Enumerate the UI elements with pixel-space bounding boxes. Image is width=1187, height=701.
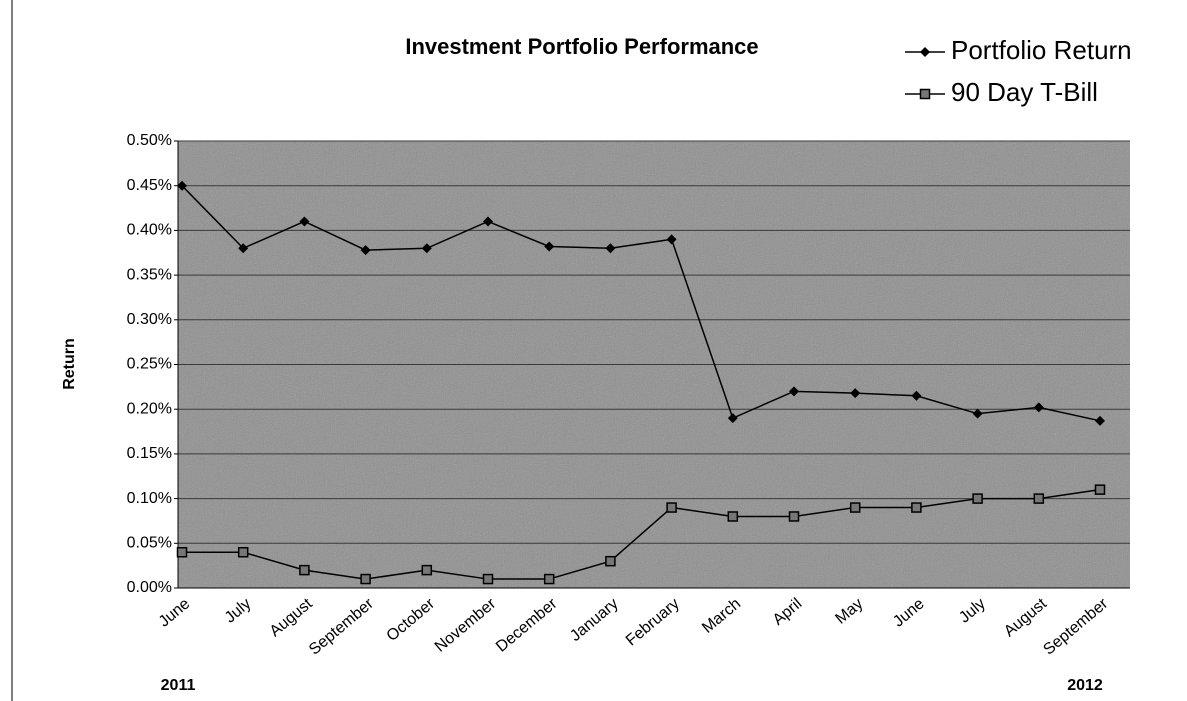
marker xyxy=(919,88,931,100)
marker xyxy=(911,502,922,513)
marker xyxy=(788,511,800,522)
marker xyxy=(727,413,738,424)
x-tick-label: November xyxy=(432,595,500,656)
x-tick-label: December xyxy=(493,595,561,656)
marker xyxy=(727,511,739,522)
marker xyxy=(605,555,616,567)
marker xyxy=(483,216,493,227)
marker xyxy=(177,180,187,191)
x-tick-label: September xyxy=(306,595,377,659)
marker xyxy=(299,564,310,576)
marker xyxy=(176,546,188,558)
x-tick-label: January xyxy=(567,595,622,645)
marker xyxy=(543,573,555,585)
y-tick-label: 0.00% xyxy=(127,579,172,596)
x-tick-label: August xyxy=(267,595,317,640)
y-tick-label: 0.40% xyxy=(127,222,172,239)
y-tick-label: 0.30% xyxy=(127,311,172,328)
year-label: 2012 xyxy=(1067,677,1103,694)
x-tick-label: September xyxy=(1040,595,1111,659)
marker xyxy=(789,386,799,397)
marker xyxy=(1094,484,1106,495)
marker xyxy=(666,234,677,245)
marker xyxy=(299,216,310,227)
x-tick-label: June xyxy=(156,595,194,630)
marker xyxy=(605,243,616,254)
marker xyxy=(1033,402,1044,413)
x-tick-label: March xyxy=(699,595,744,637)
marker xyxy=(972,493,983,504)
x-tick-label: July xyxy=(956,595,989,626)
marker xyxy=(920,47,930,57)
year-label: 2011 xyxy=(161,677,196,694)
marker xyxy=(849,502,861,513)
marker xyxy=(238,243,249,254)
marker xyxy=(421,564,433,576)
marker xyxy=(360,573,371,585)
series-line xyxy=(181,185,1101,422)
y-tick-label: 0.50% xyxy=(127,132,172,149)
marker xyxy=(911,390,922,401)
y-tick-label: 0.35% xyxy=(127,266,172,283)
marker xyxy=(1033,493,1045,504)
marker xyxy=(972,408,983,419)
x-tick-label: July xyxy=(222,595,255,626)
marker xyxy=(1095,415,1105,426)
series-line xyxy=(182,488,1101,580)
marker xyxy=(482,573,494,585)
x-tick-label: February xyxy=(623,595,683,649)
y-tick-label: 0.20% xyxy=(127,400,172,417)
marker xyxy=(850,388,861,399)
marker xyxy=(360,245,371,256)
legend-label: 90 Day T-Bill xyxy=(951,77,1098,107)
chart-title: Investment Portfolio Performance xyxy=(405,34,758,59)
marker xyxy=(544,241,555,252)
marker xyxy=(421,243,432,254)
x-tick-label: April xyxy=(770,595,805,629)
x-tick-label: May xyxy=(832,595,866,627)
marker xyxy=(237,546,249,558)
y-tick-label: 0.10% xyxy=(127,490,172,507)
y-tick-label: 0.15% xyxy=(127,445,172,462)
x-tick-label: October xyxy=(384,595,439,645)
marker xyxy=(666,502,677,513)
x-tick-label: June xyxy=(890,595,928,630)
legend-label: Portfolio Return xyxy=(951,35,1132,65)
y-tick-label: 0.05% xyxy=(127,535,172,552)
x-tick-label: August xyxy=(1001,595,1051,640)
y-tick-label: 0.25% xyxy=(127,356,172,373)
y-axis-label: Return xyxy=(61,338,78,390)
y-tick-label: 0.45% xyxy=(127,177,172,194)
